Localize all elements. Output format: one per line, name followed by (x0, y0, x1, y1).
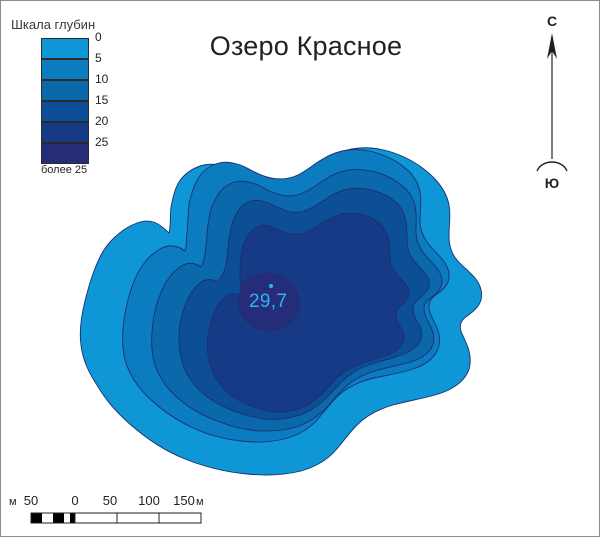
depth-legend: Шкала глубин 0 5 10 15 20 (11, 17, 161, 176)
scale-tick-50-left: 50 (23, 493, 39, 508)
legend-label-15: 15 (95, 93, 109, 107)
legend-label-0: 0 (95, 30, 102, 44)
scale-unit-left: м (9, 496, 17, 508)
legend-label-10: 10 (95, 72, 109, 86)
page-title: Озеро Красное (209, 31, 403, 61)
legend-swatch-10 (41, 80, 89, 101)
legend-swatch-0 (41, 38, 89, 59)
legend-item-0: 0 (41, 30, 161, 59)
legend-item-20: 20 (41, 114, 161, 143)
legend-swatch-15 (41, 101, 89, 122)
scale-tick-100: 100 (138, 493, 160, 508)
scale-unit-right: м (196, 496, 204, 508)
depth-band-20-25 (206, 212, 410, 413)
legend-item-10: 10 (41, 72, 161, 101)
compass-south-label: Ю (544, 175, 560, 191)
legend-swatch-5 (41, 59, 89, 80)
legend-label-20: 20 (95, 114, 109, 128)
depth-legend-heading: Шкала глубин (11, 17, 96, 32)
compass-north-label: С (546, 13, 558, 29)
scale-bar-labels: м 50 0 50 100 150 м (9, 493, 239, 510)
scale-tick-150: 150 (173, 493, 195, 508)
compass-needle-icon (536, 33, 568, 172)
scale-bar-graphic (30, 512, 202, 524)
legend-item-25: 25 более 25 (41, 135, 161, 176)
legend-swatch-25 (41, 143, 89, 164)
scale-tick-0: 0 (71, 493, 79, 508)
compass-rose: С Ю (529, 13, 575, 195)
legend-item-5: 5 (41, 51, 161, 80)
legend-label-over-25: более 25 (41, 164, 88, 176)
legend-item-15: 15 (41, 93, 161, 122)
legend-label-25: 25 (95, 135, 109, 149)
depth-legend-swatches: 0 5 10 15 20 25 более 25 (41, 30, 161, 176)
depth-band-over-25 (238, 272, 300, 331)
legend-swatch-20 (41, 122, 89, 143)
sounding-point-marker (268, 283, 274, 289)
scale-tick-50: 50 (102, 493, 118, 508)
max-depth-label: 29,7 (249, 291, 288, 312)
scale-bar: м 50 0 50 100 150 м (9, 493, 239, 533)
legend-label-5: 5 (95, 51, 102, 65)
